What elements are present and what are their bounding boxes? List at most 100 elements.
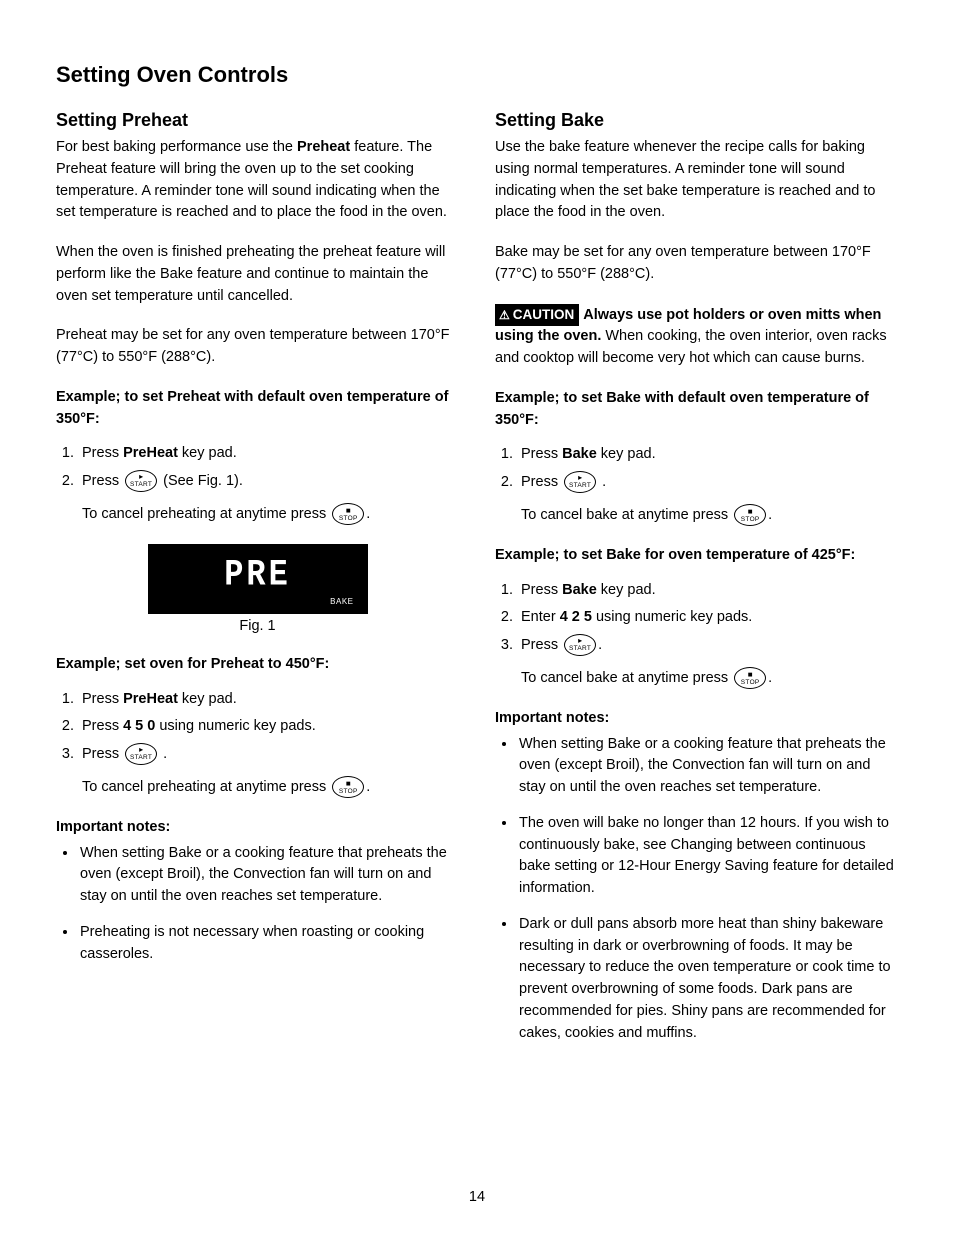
preheat-notes-heading: Important notes: (56, 817, 459, 839)
columns-wrapper: Setting Preheat For best baking performa… (56, 110, 898, 1058)
text: Press (82, 718, 123, 734)
button-label: STOP (339, 516, 358, 523)
text-bold: Preheat (297, 139, 350, 155)
list-item: Press 4 5 0 using numeric key pads. (78, 713, 459, 741)
text: To cancel bake at anytime press (521, 507, 732, 523)
right-column: Setting Bake Use the bake feature whenev… (495, 110, 898, 1058)
stop-icon: ■ (346, 507, 351, 515)
text: Press (521, 637, 562, 653)
text: Press (82, 473, 123, 489)
bake-notes-heading: Important notes: (495, 708, 898, 730)
stop-icon: ■ (346, 780, 351, 788)
bake-ex1-cancel: To cancel bake at anytime press ■STOP. (521, 504, 898, 527)
text: To cancel bake at anytime press (521, 670, 732, 686)
preheat-p1: For best baking performance use the Preh… (56, 137, 459, 224)
bake-notes-list: When setting Bake or a cooking feature t… (495, 734, 898, 1045)
button-label: STOP (339, 789, 358, 796)
bake-p2: Bake may be set for any oven temperature… (495, 242, 898, 286)
text-bold: 4 2 5 (560, 609, 592, 625)
list-item: Press ▸START . (517, 469, 898, 497)
preheat-p2: When the oven is finished preheating the… (56, 242, 459, 307)
text: using numeric key pads. (155, 718, 315, 734)
start-button-icon: ▸START (125, 470, 157, 492)
text-bold: PreHeat (123, 691, 178, 707)
page-number: 14 (0, 1189, 954, 1205)
button-label: STOP (741, 680, 760, 687)
bake-heading: Setting Bake (495, 110, 898, 131)
figure-caption: Fig. 1 (56, 618, 459, 634)
list-item: Enter 4 2 5 using numeric key pads. (517, 604, 898, 632)
list-item: Press ▸START . (78, 741, 459, 769)
preheat-ex1-cancel: To cancel preheating at anytime press ■S… (82, 503, 459, 526)
caution-badge: CAUTION (495, 304, 579, 326)
display-sub-text: BAKE (330, 597, 353, 606)
text: . (366, 506, 370, 522)
play-icon: ▸ (139, 473, 143, 481)
start-button-icon: ▸START (564, 634, 596, 656)
list-item: Press PreHeat key pad. (78, 440, 459, 468)
preheat-ex1-steps: Press PreHeat key pad. Press ▸START (See… (56, 440, 459, 495)
text: Press (82, 445, 123, 461)
preheat-ex2-steps: Press PreHeat key pad. Press 4 5 0 using… (56, 686, 459, 769)
start-button-icon: ▸START (125, 743, 157, 765)
preheat-ex2-cancel: To cancel preheating at anytime press ■S… (82, 776, 459, 799)
play-icon: ▸ (139, 746, 143, 754)
list-item: Press ▸START (See Fig. 1). (78, 468, 459, 496)
text: Press (82, 691, 123, 707)
bake-ex1-steps: Press Bake key pad. Press ▸START . (495, 441, 898, 496)
preheat-notes-list: When setting Bake or a cooking feature t… (56, 843, 459, 966)
text: . (366, 779, 370, 795)
button-label: START (130, 482, 152, 489)
button-label: START (130, 755, 152, 762)
text-bold: PreHeat (123, 445, 178, 461)
play-icon: ▸ (578, 474, 582, 482)
text-bold: 4 5 0 (123, 718, 155, 734)
text: . (598, 637, 602, 653)
display-main-text: PRE (224, 554, 291, 597)
list-item: Press Bake key pad. (517, 577, 898, 605)
button-label: START (569, 483, 591, 490)
text: . (768, 507, 772, 523)
start-button-icon: ▸START (564, 471, 596, 493)
preheat-ex2-heading: Example; set oven for Preheat to 450°F: (56, 654, 459, 676)
stop-button-icon: ■STOP (332, 776, 364, 798)
preheat-p3: Preheat may be set for any oven temperat… (56, 325, 459, 369)
bake-ex2-cancel: To cancel bake at anytime press ■STOP. (521, 667, 898, 690)
button-label: STOP (741, 517, 760, 524)
text: To cancel preheating at anytime press (82, 506, 330, 522)
bake-ex1-heading: Example; to set Bake with default oven t… (495, 388, 898, 432)
stop-button-icon: ■STOP (734, 667, 766, 689)
stop-icon: ■ (748, 671, 753, 679)
page-title: Setting Oven Controls (56, 62, 898, 88)
text: Press (521, 582, 562, 598)
text: Press (521, 474, 562, 490)
play-icon: ▸ (578, 637, 582, 645)
preheat-ex1-heading: Example; to set Preheat with default ove… (56, 387, 459, 431)
text: key pad. (597, 582, 656, 598)
text: (See Fig. 1). (159, 473, 243, 489)
text: key pad. (178, 691, 237, 707)
text-bold: Bake (562, 582, 597, 598)
bake-p1: Use the bake feature whenever the recipe… (495, 137, 898, 224)
text: key pad. (178, 445, 237, 461)
bake-ex2-steps: Press Bake key pad. Enter 4 2 5 using nu… (495, 577, 898, 660)
stop-button-icon: ■STOP (734, 504, 766, 526)
text: Enter (521, 609, 560, 625)
text-bold: Bake (562, 446, 597, 462)
bake-ex2-heading: Example; to set Bake for oven temperatur… (495, 545, 898, 567)
list-item: The oven will bake no longer than 12 hou… (517, 813, 898, 900)
text: For best baking performance use the (56, 139, 297, 155)
text: Press (82, 746, 123, 762)
page-container: Setting Oven Controls Setting Preheat Fo… (0, 0, 954, 1235)
list-item: Press ▸START. (517, 632, 898, 660)
list-item: When setting Bake or a cooking feature t… (78, 843, 459, 908)
text: Press (521, 446, 562, 462)
list-item: Preheating is not necessary when roastin… (78, 922, 459, 966)
list-item: When setting Bake or a cooking feature t… (517, 734, 898, 799)
list-item: Press Bake key pad. (517, 441, 898, 469)
stop-button-icon: ■STOP (332, 503, 364, 525)
text: . (768, 670, 772, 686)
text: . (159, 746, 167, 762)
text: key pad. (597, 446, 656, 462)
caution-para: CAUTIONAlways use pot holders or oven mi… (495, 304, 898, 370)
